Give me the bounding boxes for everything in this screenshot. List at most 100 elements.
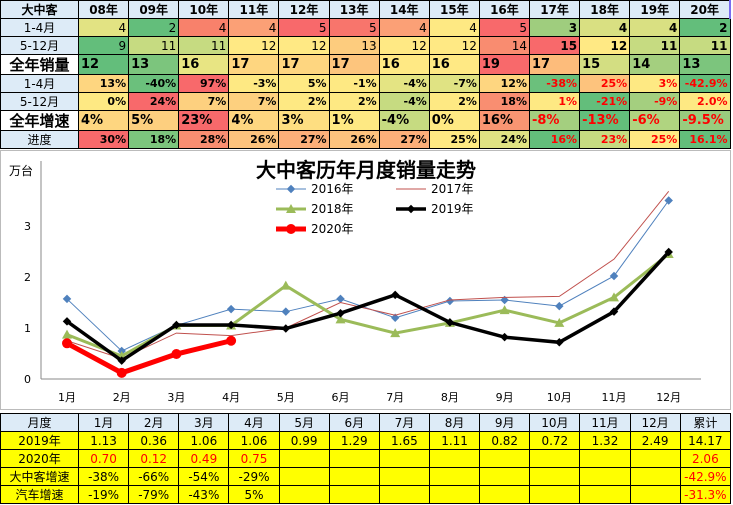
data-cell: 11 (629, 36, 681, 55)
data-cell: 27% (278, 130, 330, 149)
data-cell: 5% (278, 74, 330, 93)
x-tick-label: 7月 (386, 391, 404, 404)
data-cell: 18% (478, 92, 530, 111)
table-row: 2020年 0.70 0.12 0.49 0.75 2.06 (0, 449, 732, 468)
data-cell: -31.3% (679, 485, 732, 504)
data-cell: 4% (77, 110, 130, 131)
data-cell (378, 449, 430, 468)
data-cell (579, 449, 631, 468)
data-point (445, 318, 455, 327)
row-label: 大中客增速 (0, 467, 79, 486)
data-cell: -9% (629, 92, 681, 111)
data-cell (479, 449, 531, 468)
table-row: 1-4月 4 2 4 4 5 5 4 4 5 3 4 4 2 (0, 18, 731, 37)
data-cell: 0% (77, 92, 130, 111)
data-cell (278, 449, 330, 468)
data-cell: 16% (528, 130, 581, 149)
data-cell: 12 (378, 36, 430, 55)
data-cell: 3% (278, 110, 330, 131)
legend-marker (286, 184, 296, 194)
data-point (390, 328, 401, 338)
data-cell: 1.06 (178, 431, 230, 450)
legend-label: 2018年 (311, 202, 354, 216)
data-cell: 0.75 (228, 449, 280, 468)
row-label: 5-12月 (0, 92, 79, 111)
data-cell: 2.0% (679, 92, 731, 111)
data-point (62, 294, 72, 304)
data-cell: 12 (278, 36, 330, 55)
data-cell: 4 (378, 18, 430, 37)
data-cell: 5% (228, 485, 280, 504)
data-point (117, 346, 126, 356)
data-cell: 97% (178, 74, 230, 93)
data-cell: 7% (228, 92, 280, 111)
data-cell: -66% (128, 467, 180, 486)
header-cell: 4月 (228, 413, 280, 432)
header-cell: 10年 (178, 0, 230, 19)
x-tick-label: 5月 (277, 391, 295, 404)
header-cell: 12年 (278, 0, 330, 19)
data-point (609, 292, 619, 302)
data-cell: 30% (77, 130, 130, 149)
row-label: 全年增速 (0, 110, 79, 131)
data-cell: 1.06 (228, 431, 280, 450)
data-cell: 14 (629, 54, 681, 75)
data-point (664, 196, 673, 205)
data-point (336, 308, 345, 318)
header-cell: 8月 (428, 413, 481, 432)
data-cell: 13 (679, 54, 731, 75)
data-cell: 2% (328, 92, 380, 111)
data-cell: 12 (228, 36, 280, 55)
data-cell: 4 (579, 18, 631, 37)
data-point (500, 332, 509, 342)
header-cell: 18年 (579, 0, 631, 19)
data-cell: 23% (178, 110, 230, 131)
data-cell (529, 485, 581, 504)
data-point (445, 296, 455, 306)
data-cell: 4 (228, 18, 280, 37)
header-cell: 9月 (479, 413, 531, 432)
data-point (62, 317, 72, 326)
header-cell: 累计 (679, 413, 732, 432)
data-cell: -38% (77, 467, 130, 486)
data-cell: 1% (528, 92, 581, 111)
table-row: 全年增速 4% 5% 23% 4% 3% 1% -4% 0% 16% -8% -13% -6% -9.5% (0, 110, 731, 131)
data-cell: 4 (629, 18, 681, 37)
data-cell: -21% (579, 92, 631, 111)
data-cell: 1.13 (77, 431, 130, 450)
data-cell: 1.65 (378, 431, 430, 450)
row-label: 汽车增速 (0, 485, 79, 504)
data-point (116, 367, 127, 378)
table-row: 1-4月 13% -40% 97% -3% 5% -1% -4% -7% 12% -38% 25% 3%… (0, 74, 731, 93)
chart-area: 大中客历年月度销量走势 万台 0 1 2 3 1月 2月 3月 4月 5月 6月 7月 8月 9月 10月 11… (0, 150, 731, 410)
data-cell: -13% (579, 110, 631, 131)
y-tick-label: 2 (24, 271, 31, 284)
data-cell: 12 (428, 36, 480, 55)
data-cell: -79% (128, 485, 180, 504)
data-point (335, 314, 346, 324)
data-point (390, 290, 400, 300)
data-cell: 17 (328, 54, 380, 75)
header-cell: 14年 (378, 0, 430, 19)
data-cell: 25% (629, 130, 681, 149)
data-cell: -42.9% (679, 467, 732, 486)
data-cell: 11 (128, 36, 180, 55)
data-cell: -19% (77, 485, 130, 504)
header-cell: 20年 (679, 0, 732, 19)
table-row: 5-12月 0% 24% 7% 7% 2% 2% -4% 2% 18% 1% -21% -9% 2.0% (0, 92, 731, 111)
header-cell: 6月 (328, 413, 380, 432)
data-cell: 0.36 (128, 431, 180, 450)
data-cell: 16 (178, 54, 230, 75)
header-cell: 10月 (529, 413, 581, 432)
x-tick-label: 2月 (113, 391, 131, 404)
data-cell (479, 485, 531, 504)
data-cell: 3% (629, 74, 681, 93)
data-cell: 4 (77, 18, 130, 37)
table-row: 全年销量 12 13 16 17 17 17 16 16 19 17 15 14 13 (0, 54, 731, 75)
data-cell: 4 (178, 18, 230, 37)
data-cell (428, 449, 481, 468)
header-cell: 月度 (0, 413, 79, 432)
annual-sales-heatmap-table: 大中客 08年 09年 10年 11年 12年 13年 14年 15年 16年 17年 18年 19年 2… (0, 0, 732, 149)
data-cell: -1% (328, 74, 380, 93)
legend-label: 2019年 (431, 202, 474, 216)
